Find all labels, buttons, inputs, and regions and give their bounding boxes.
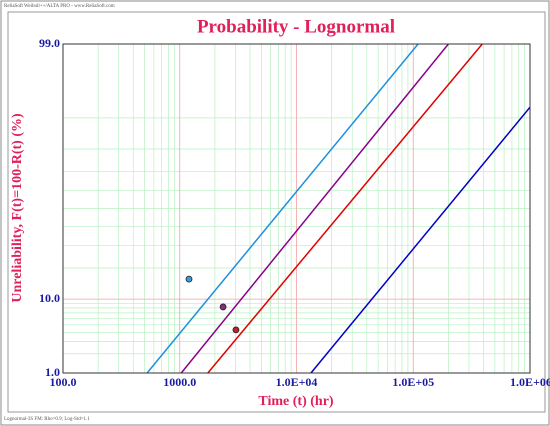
x-axis-label: Time (t) (hr) (258, 394, 333, 409)
fit-line (180, 44, 449, 373)
x-tick-label: 1000.0 (163, 375, 196, 389)
x-tick-label: 100.0 (50, 375, 77, 389)
fit-line (310, 106, 530, 373)
y-tick-label: 99.0 (39, 36, 60, 50)
fit-line (146, 44, 419, 373)
y-axis-label: Unreliability, F(t)=100-R(t) (%) (10, 113, 25, 303)
data-point (232, 326, 240, 334)
fit-line (207, 44, 483, 373)
x-tick-label: 1.0E+05 (392, 375, 434, 389)
plot-marks (146, 44, 530, 373)
data-point (219, 303, 227, 311)
y-tick-label: 10.0 (39, 291, 60, 305)
y-tick-label: 1.0 (45, 365, 60, 379)
data-point (185, 275, 193, 283)
plot-border (62, 43, 531, 374)
footer: Lognormal-3S FM: Rho=0.9; Log-Std=1.1 (4, 417, 90, 422)
x-tick-label: 1.0E+06 (510, 375, 550, 389)
x-tick-label: 1.0E+04 (276, 375, 318, 389)
header: ReliaSoft Weibull++/ALTA PRO - www.Relia… (4, 4, 115, 9)
chart-title: Probability - Lognormal (197, 16, 395, 37)
inner-frame (7, 11, 546, 413)
